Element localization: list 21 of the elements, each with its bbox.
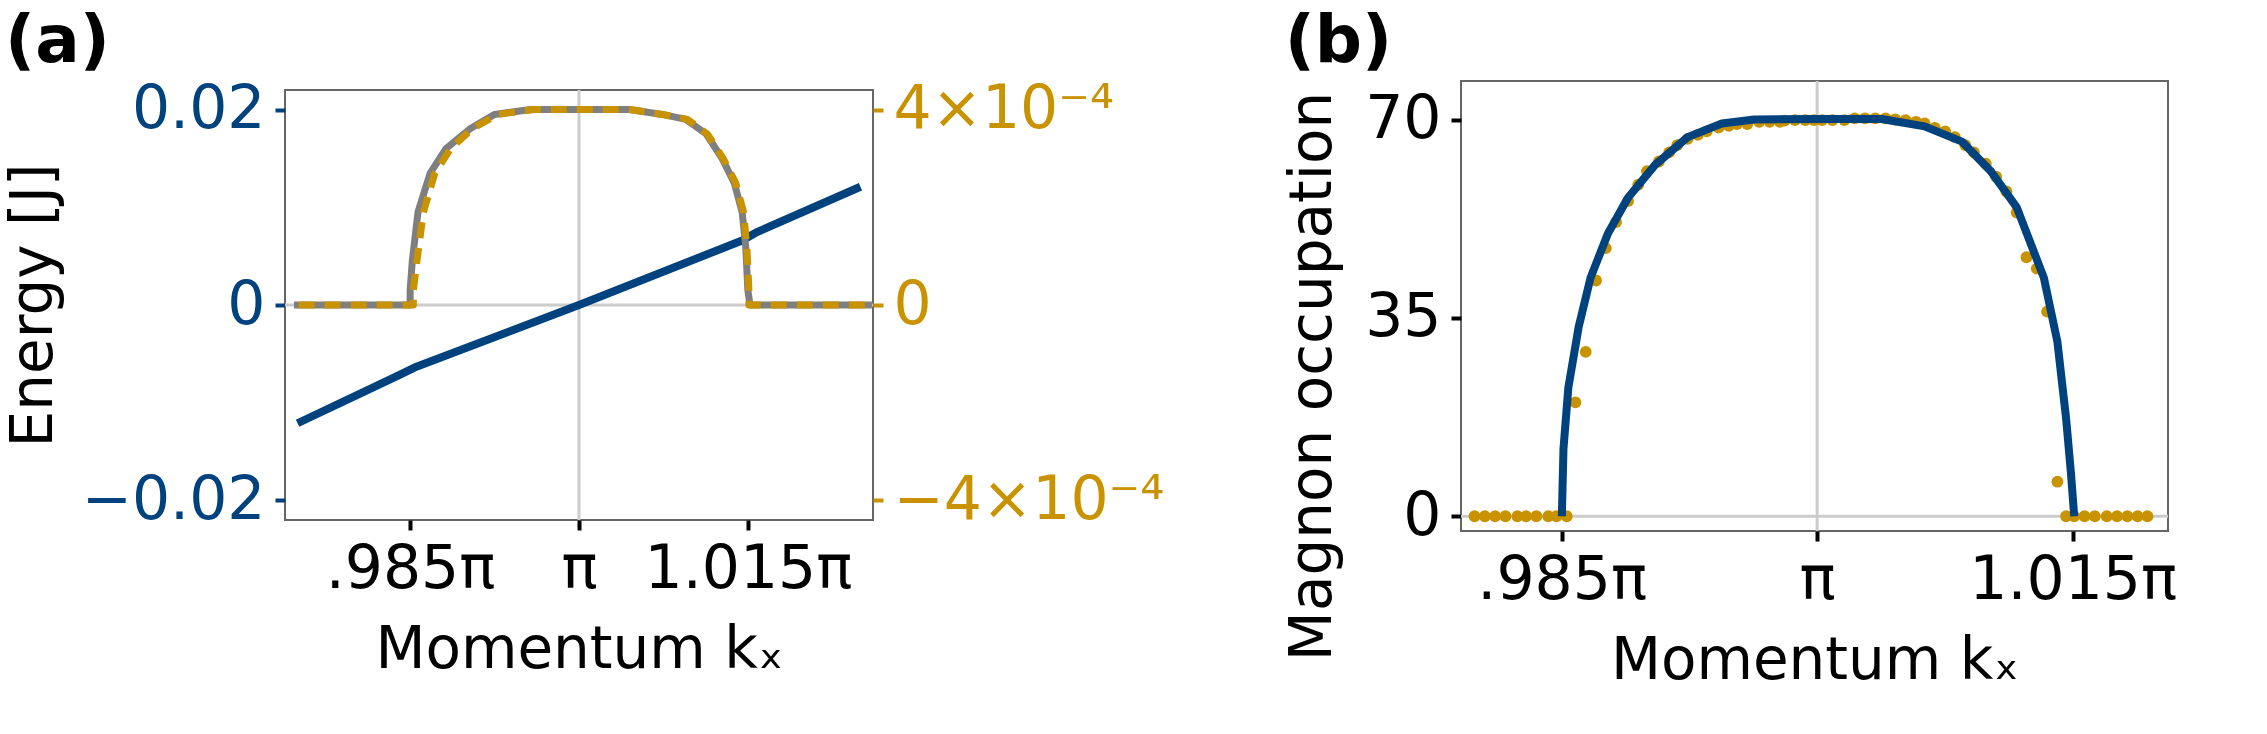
x-tick-label: .985π xyxy=(1477,542,1648,613)
y2-tick-label: −4×10⁻⁴ xyxy=(893,462,1165,533)
y-axis-title: Magnon occupation xyxy=(1277,91,1346,662)
x-tick-label: π xyxy=(1799,542,1836,613)
y-tick-label: 0 xyxy=(1403,478,1442,549)
chart-title: (b) xyxy=(1284,0,1393,78)
y-tick-label: 35 xyxy=(1365,280,1442,351)
y-tick-label: 0 xyxy=(227,267,266,338)
x-tick-label: 1.015π xyxy=(644,531,853,602)
y-tick-label: −0.02 xyxy=(81,462,266,533)
x-tick-label: 1.015π xyxy=(1969,542,2178,613)
y-axis-title: Energy [J] xyxy=(0,163,66,448)
x-tick-label: .985π xyxy=(325,531,496,602)
x-axis-title: Momentum kₓ xyxy=(375,613,784,682)
y2-tick-label: 4×10⁻⁴ xyxy=(893,72,1115,143)
y2-tick-label: 0 xyxy=(893,267,932,338)
y-tick-label: 0.02 xyxy=(131,72,266,143)
chart-title: (a) xyxy=(5,0,110,78)
x-axis-title: Momentum kₓ xyxy=(1610,624,2020,693)
x-tick-label: π xyxy=(561,531,598,602)
y-tick-label: 70 xyxy=(1365,82,1442,153)
